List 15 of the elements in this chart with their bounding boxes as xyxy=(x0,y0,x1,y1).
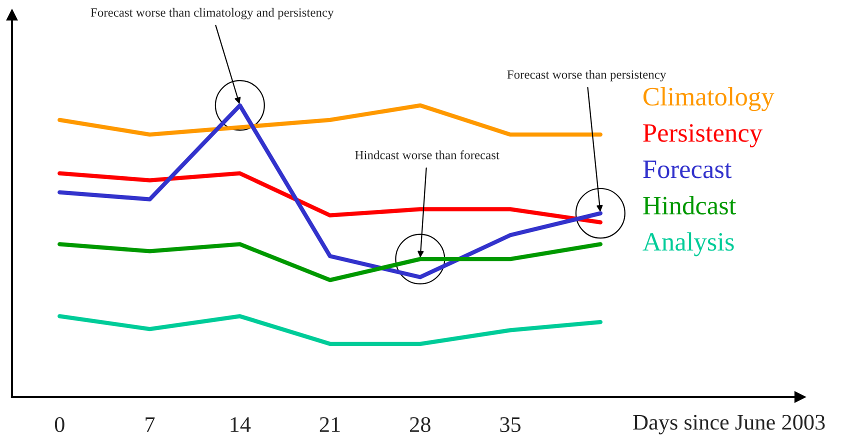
annotation: Hindcast worse than forecast xyxy=(355,150,500,160)
annotation: Forecast worse than persistency xyxy=(507,70,666,82)
x-tick-label: 28 xyxy=(410,417,430,432)
text: Forecast xyxy=(643,160,732,178)
annotation: Forecast worse than climatology and persistency xyxy=(90,8,334,20)
x-tick-label: 21 xyxy=(320,417,340,432)
x-tick-label: 0 xyxy=(54,417,64,432)
x-tick-label: 14 xyxy=(230,417,251,432)
x-axis-title: Days since June 2003 xyxy=(633,414,825,434)
series-label: Climatology xyxy=(643,87,774,112)
text: Analysis xyxy=(642,232,734,256)
series-label: Hindcast xyxy=(643,196,736,215)
text: Persistency xyxy=(643,124,762,148)
x-tick-label: 7 xyxy=(146,417,155,432)
x-tick-label: 35 xyxy=(500,417,521,432)
